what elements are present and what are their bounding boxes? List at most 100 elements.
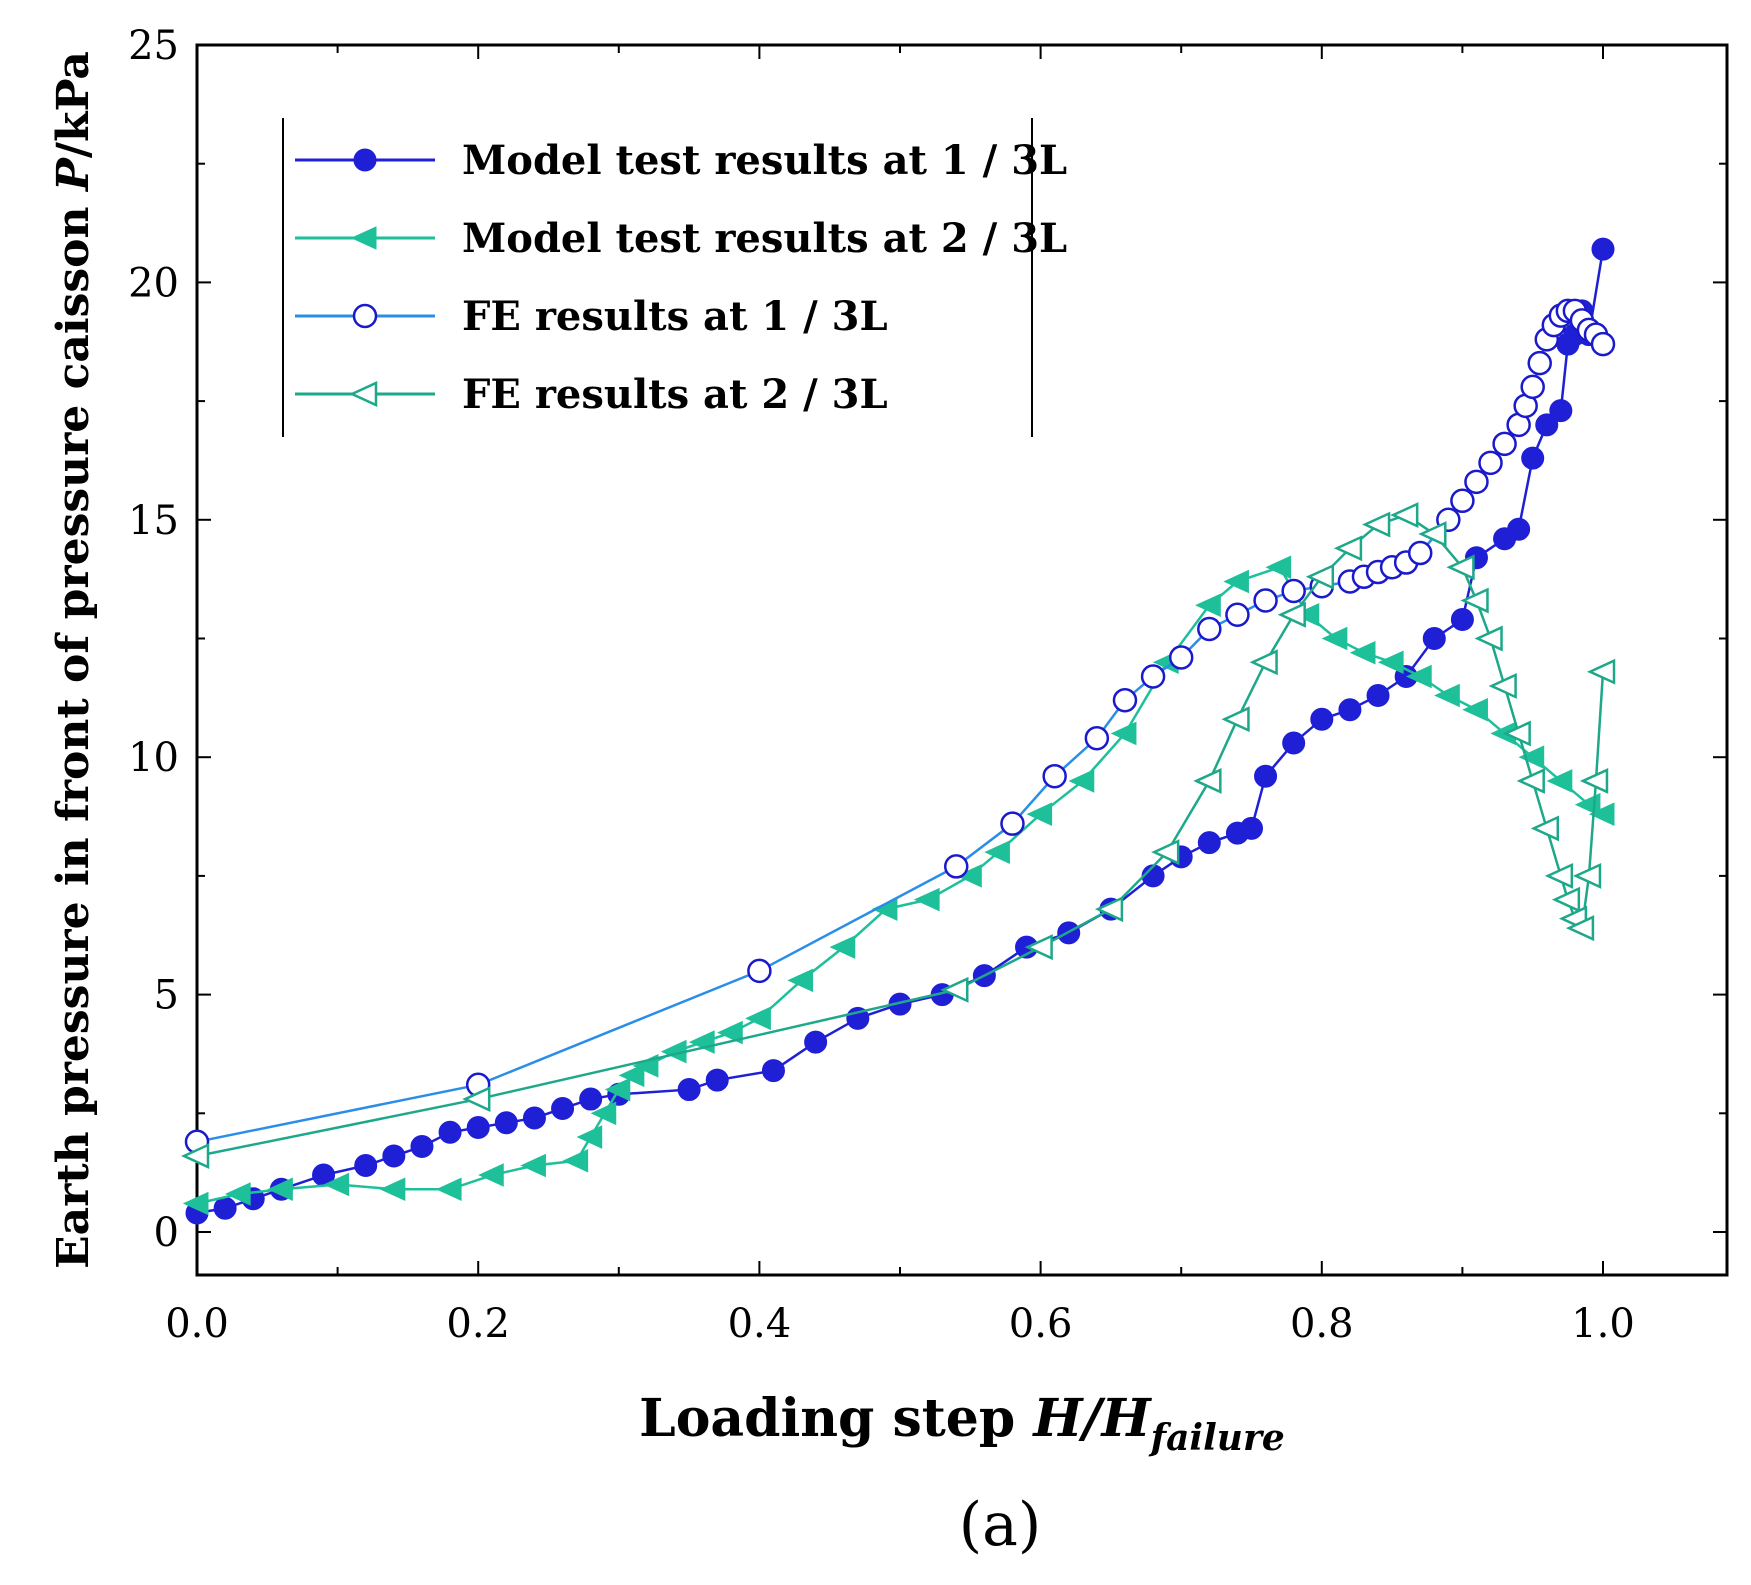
data-point [956,864,982,888]
data-point [562,1149,589,1173]
data-point [379,1177,406,1202]
data-point [1418,521,1447,547]
y-tick-label: 20 [128,260,179,306]
data-point [1094,896,1124,923]
data-point [1588,802,1615,826]
x-axis-title: Loading step H/Hfailure [639,1388,1285,1459]
data-point [1338,698,1362,722]
series-1 [185,237,1615,1225]
data-point [1527,350,1552,376]
x-tick-label: 0.8 [1290,1301,1354,1347]
data-point [1333,535,1363,562]
data-point [1310,707,1334,731]
data-point [576,1125,603,1149]
x-axis-title-var: H/H [1031,1388,1152,1449]
legend-item: FE results at 1 / 3L [295,293,888,340]
data-point [1042,763,1067,789]
data-point [354,1154,378,1178]
y-tick-label: 25 [128,23,179,69]
x-axis-title-prefix: Loading step [639,1388,1033,1449]
x-tick-label: 0.4 [728,1301,792,1347]
data-point [1240,816,1263,840]
data-point [1195,593,1221,618]
data-point [1223,569,1249,594]
data-point [1546,769,1573,793]
y-tick-label: 0 [154,1210,179,1256]
y-axis: 0 5 10 15 20 25 [128,23,1727,1256]
data-point [1530,815,1560,842]
data-point [1474,625,1503,652]
data-point [1590,331,1616,357]
data-point [1591,237,1615,261]
data-point [761,1059,785,1083]
y-axis-title: Earth pressure in front of pressure cais… [48,51,99,1269]
data-point [747,958,772,984]
data-point [462,1086,491,1113]
data-point [1024,934,1053,961]
data-point [410,1135,434,1159]
legend-marker [348,381,378,407]
data-point [1084,725,1110,751]
data-point [466,1116,490,1140]
data-point [1507,517,1531,541]
series-line [196,513,1605,1158]
legend-item: FE results at 2 / 3L [295,371,888,418]
data-point [1586,658,1616,685]
data-point [1377,650,1404,675]
panel-label: (a) [959,1490,1042,1560]
legend-item: Model test results at 1 / 3L [295,137,1067,184]
data-point [182,1191,209,1216]
data-point [1253,588,1278,613]
data-point [1406,664,1432,689]
data-point [1197,616,1222,642]
data-point [604,1077,631,1102]
y-axis-title-prefix: Earth pressure in front of pressure cais… [48,191,99,1269]
data-point [1488,673,1517,699]
legend-label: Model test results at 2 / 3L [462,215,1067,262]
data-point [1502,720,1531,747]
data-point [323,1172,350,1197]
data-point [1478,450,1503,476]
data-point [1321,626,1348,651]
data-point [1434,683,1460,708]
data-point [677,1078,701,1102]
data-point [522,1106,546,1130]
data-point [745,1006,771,1031]
data-point [1450,608,1474,632]
data-point [787,968,814,993]
data-point [1518,745,1545,769]
data-point [1422,627,1446,650]
data-point [940,976,969,1003]
data-point [1197,831,1221,855]
data-point [1407,540,1433,566]
legend-label: FE results at 2 / 3L [462,371,888,418]
legend-marker [352,303,378,329]
data-point [520,1153,546,1178]
x-tick-label: 0.6 [1009,1301,1073,1347]
data-point [1349,640,1376,665]
data-point [551,1097,575,1121]
data-point [1521,446,1545,470]
series-2 [182,555,1615,1216]
data-point [705,1068,729,1092]
data-point [913,887,940,912]
data-point [1446,554,1475,581]
data-point [590,1101,617,1126]
y-axis-title-suffix: /kPa [48,51,99,158]
data-point [1249,649,1278,676]
data-point [1277,601,1306,628]
data-point [1450,488,1475,514]
data-point [618,1063,645,1088]
data-point [1254,764,1278,788]
data-point [438,1120,462,1144]
data-point [1464,469,1489,495]
data-point [1281,578,1306,604]
series-layer [180,237,1616,1225]
legend-marker [350,226,377,250]
data-point [943,854,969,879]
data-point [1549,399,1573,423]
data-point [1112,687,1138,713]
data-point [267,1177,293,1202]
data-point [1293,602,1320,627]
legend-label: FE results at 1 / 3L [462,293,888,340]
